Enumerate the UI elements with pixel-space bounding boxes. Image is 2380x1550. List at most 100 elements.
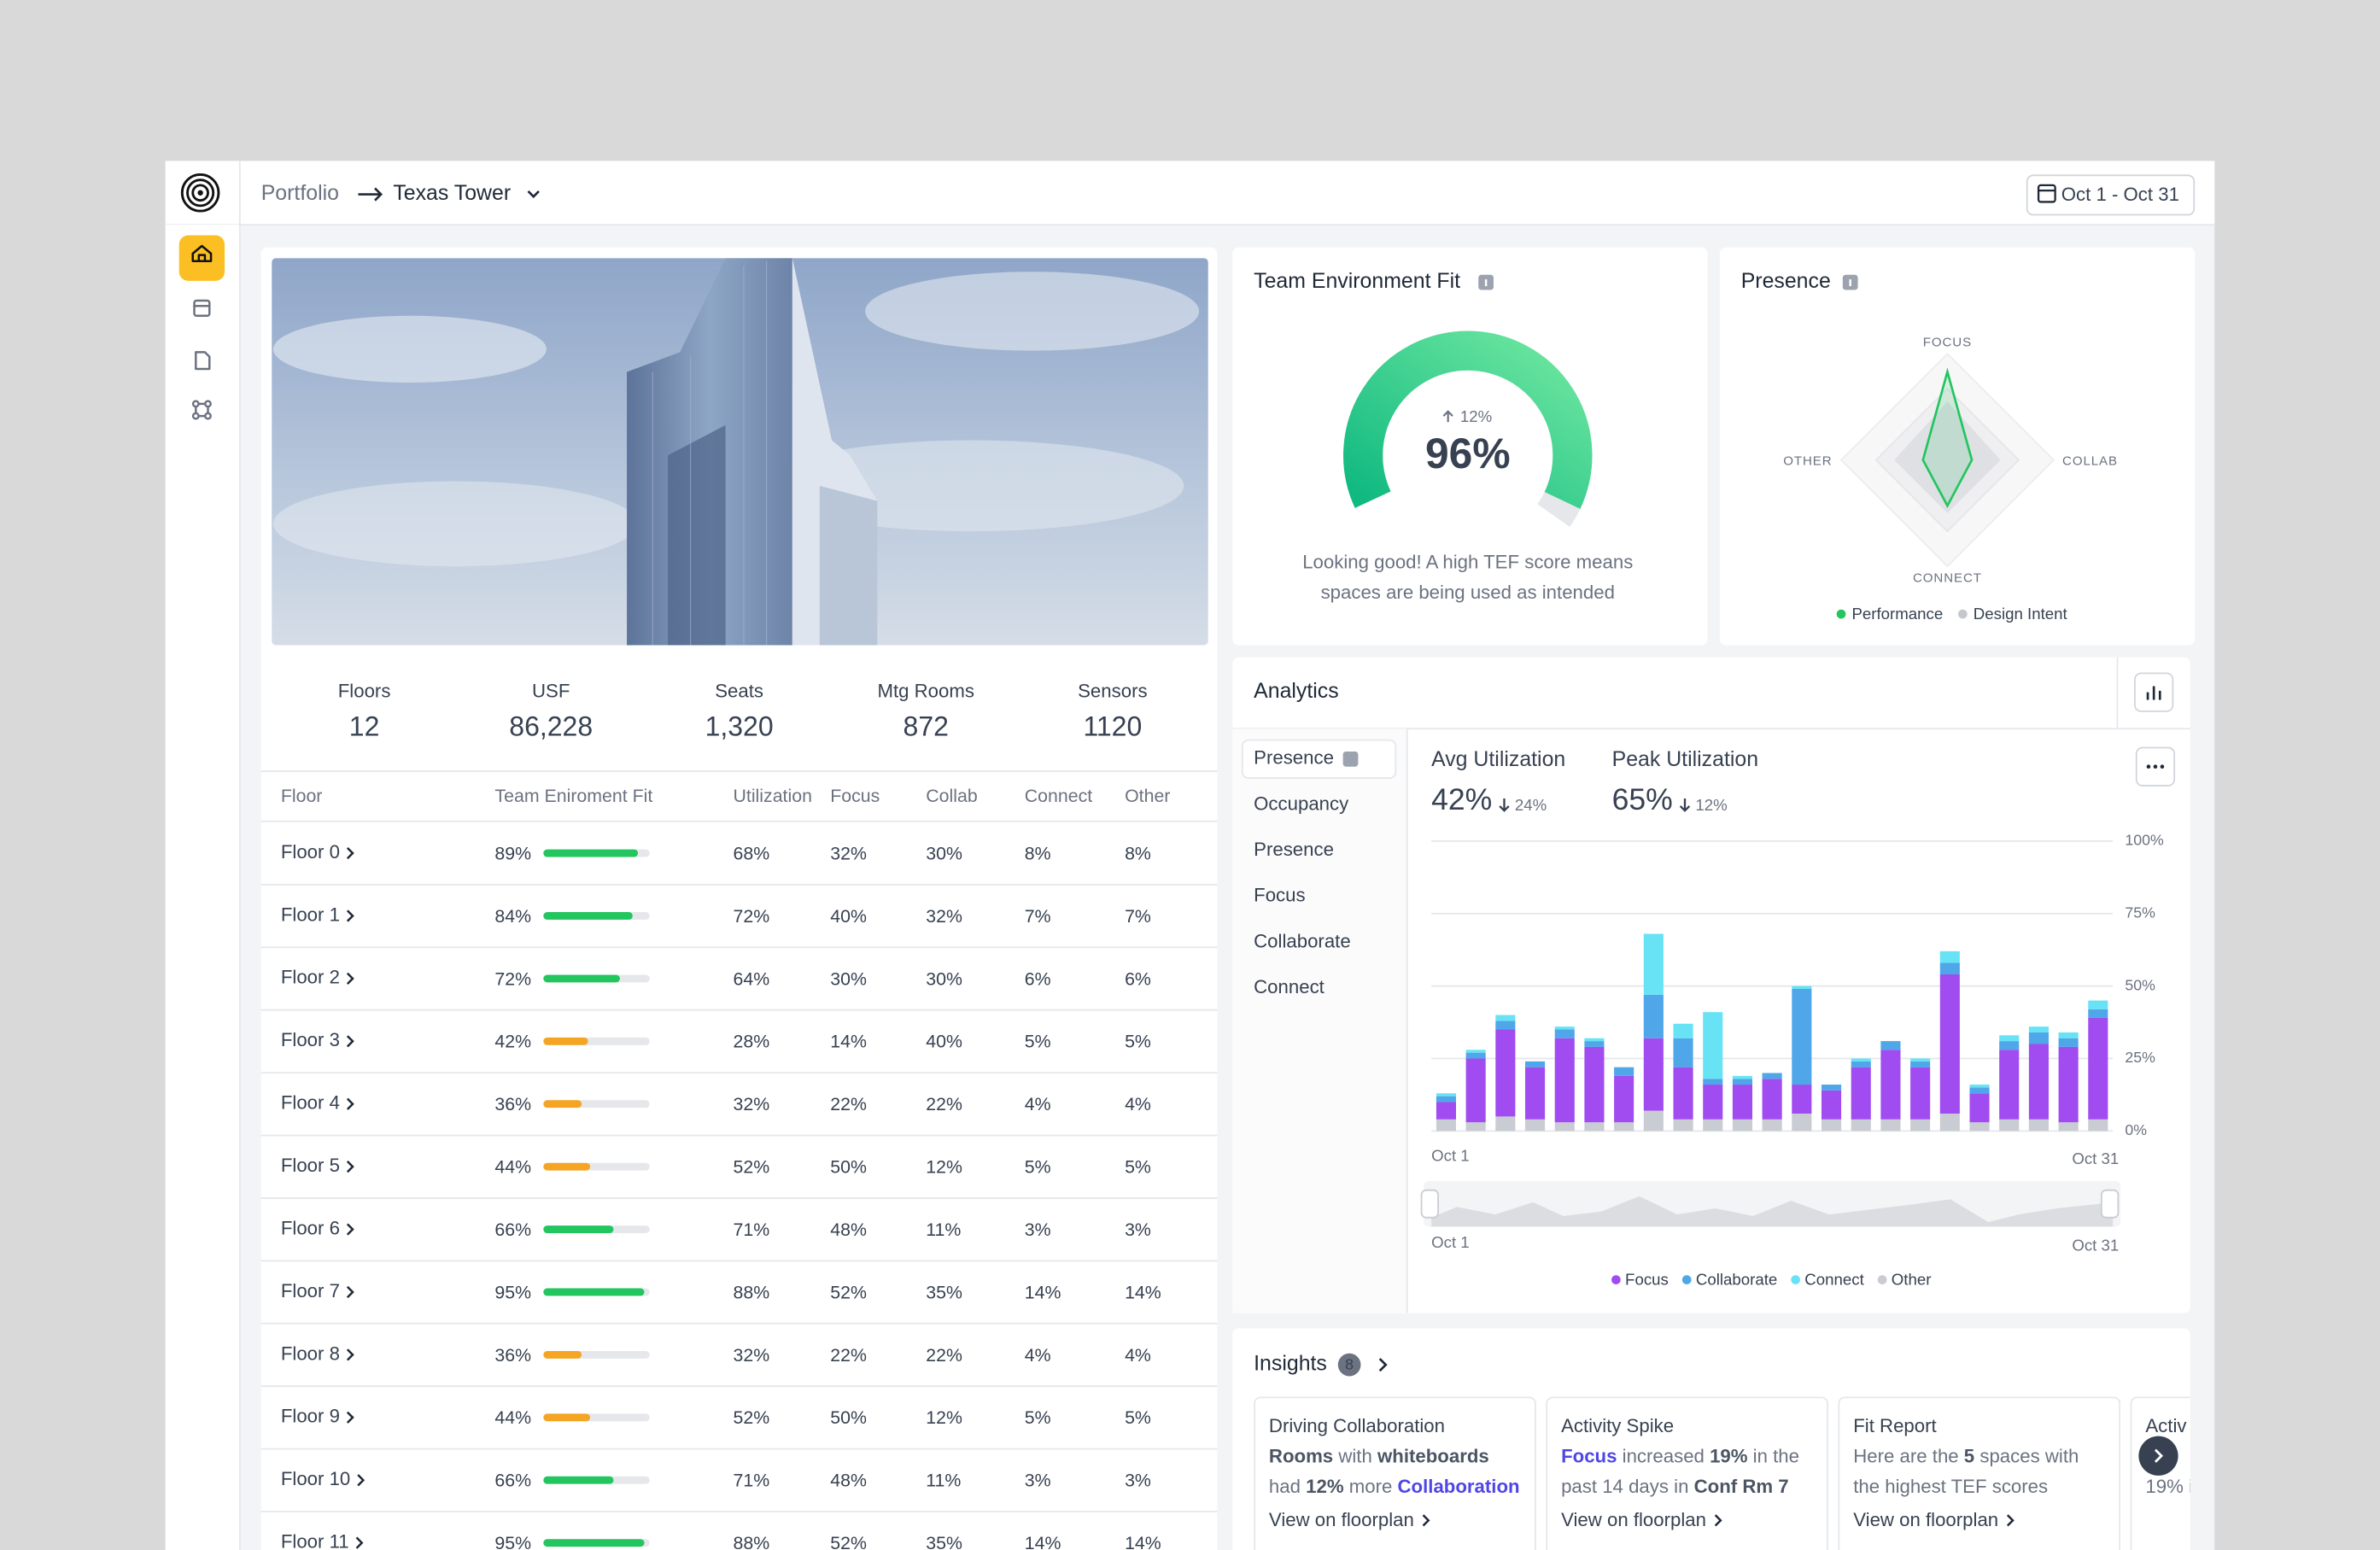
menu-item[interactable]: Presence bbox=[1254, 747, 1334, 769]
floor-link[interactable] bbox=[355, 1536, 364, 1549]
metric-label: Peak Utilization bbox=[1612, 747, 1758, 771]
insight-text: 19% i bbox=[2145, 1476, 2193, 1497]
bar-segment bbox=[1969, 1093, 1990, 1123]
cell: 30% bbox=[926, 843, 962, 863]
more-button[interactable] bbox=[2135, 746, 2176, 787]
bar-segment bbox=[1525, 1061, 1546, 1067]
nav-integrations[interactable] bbox=[191, 400, 212, 420]
floor-link[interactable] bbox=[346, 846, 354, 860]
date-picker[interactable]: Oct 1 - Oct 31 bbox=[2026, 174, 2196, 216]
floor-name[interactable]: Floor 10 bbox=[281, 1468, 350, 1489]
floor-name[interactable]: Floor 1 bbox=[281, 904, 340, 925]
floor-name[interactable]: Floor 3 bbox=[281, 1029, 340, 1050]
cell: 32% bbox=[830, 843, 867, 863]
cell: 4% bbox=[1025, 1345, 1051, 1366]
floor-link[interactable] bbox=[346, 1097, 354, 1110]
menu-item[interactable]: Connect bbox=[1254, 976, 1324, 997]
gauge-value bbox=[1343, 330, 1593, 509]
info-icon[interactable] bbox=[1478, 274, 1494, 290]
bar-segment bbox=[1939, 974, 1960, 1114]
cell: 8% bbox=[1125, 843, 1151, 863]
range-brush[interactable] bbox=[1420, 1181, 2121, 1227]
column-header[interactable]: Team Eniroment Fit bbox=[494, 786, 652, 806]
insight-text: past 14 days in Conf Rm 7 bbox=[1561, 1476, 1789, 1497]
text-run: 5 bbox=[1964, 1445, 1974, 1466]
floor-name[interactable]: Floor 5 bbox=[281, 1155, 340, 1176]
floor-link[interactable] bbox=[346, 1285, 354, 1299]
menu-item[interactable]: Focus bbox=[1254, 885, 1305, 906]
nav-calendar[interactable] bbox=[193, 299, 211, 317]
cell: 3% bbox=[1025, 1471, 1051, 1491]
floor-link[interactable] bbox=[346, 1411, 354, 1424]
text-run: in the bbox=[1748, 1445, 1799, 1466]
nav-home[interactable] bbox=[178, 235, 225, 281]
breadcrumb-current[interactable]: Texas Tower bbox=[393, 181, 511, 205]
nav-documents[interactable] bbox=[195, 351, 211, 371]
info-icon[interactable] bbox=[1842, 274, 1858, 290]
floor-link[interactable] bbox=[346, 910, 354, 922]
column-header[interactable]: Collab bbox=[926, 786, 977, 806]
date-range[interactable]: Oct 1 - Oct 31 bbox=[2061, 184, 2179, 205]
building-dropdown[interactable] bbox=[527, 190, 540, 199]
metric-label: Avg Utilization bbox=[1431, 747, 1565, 771]
floor-link[interactable] bbox=[346, 972, 354, 985]
floor-name[interactable]: Floor 9 bbox=[281, 1406, 340, 1427]
floor-name[interactable]: Floor 4 bbox=[281, 1092, 340, 1114]
floorplan-link[interactable]: View on floorplan bbox=[1561, 1509, 1706, 1530]
insight-card[interactable] bbox=[1254, 1396, 1536, 1550]
floor-name[interactable]: Floor 7 bbox=[281, 1280, 340, 1301]
column-header[interactable]: Floor bbox=[281, 786, 323, 806]
metric-change: 24% bbox=[1515, 796, 1547, 814]
floor-name[interactable]: Floor 11 bbox=[281, 1531, 349, 1550]
column-header[interactable]: Focus bbox=[830, 786, 880, 806]
column-header[interactable]: Other bbox=[1125, 786, 1170, 806]
insight-card[interactable] bbox=[1546, 1396, 1828, 1550]
floor-name[interactable]: Floor 0 bbox=[281, 841, 340, 863]
menu-item[interactable]: Occupancy bbox=[1254, 793, 1349, 814]
breadcrumb-parent[interactable]: Portfolio bbox=[261, 181, 339, 205]
menu-item[interactable]: Collaborate bbox=[1254, 930, 1351, 951]
insights-expand[interactable] bbox=[1378, 1358, 1388, 1372]
info-icon[interactable] bbox=[1342, 751, 1359, 767]
radar-area bbox=[1894, 401, 2001, 513]
cell: 30% bbox=[830, 968, 867, 989]
floor-link[interactable] bbox=[346, 1223, 354, 1236]
menu-item[interactable]: Presence bbox=[1254, 839, 1334, 860]
floor-name[interactable]: Floor 2 bbox=[281, 967, 340, 988]
cell: 40% bbox=[830, 906, 867, 927]
floorplan-link-icon[interactable] bbox=[2006, 1514, 2015, 1527]
floorplan-link[interactable]: View on floorplan bbox=[1853, 1509, 1998, 1530]
floorplan-link[interactable]: View on floorplan bbox=[1269, 1509, 1414, 1530]
text-run: whiteboards bbox=[1377, 1445, 1489, 1466]
bar-segment bbox=[2058, 1046, 2079, 1123]
bar-segment bbox=[1584, 1038, 1605, 1042]
floor-link[interactable] bbox=[346, 1161, 354, 1173]
insight-card[interactable] bbox=[1838, 1396, 2121, 1550]
bar-segment bbox=[1732, 1079, 1752, 1085]
fit-label: 36% bbox=[494, 1345, 531, 1366]
floor-link[interactable] bbox=[346, 1348, 354, 1361]
floor-name[interactable]: Floor 6 bbox=[281, 1217, 340, 1238]
column-header[interactable]: Connect bbox=[1025, 786, 1093, 806]
cell: 35% bbox=[926, 1282, 962, 1302]
legend-label: Performance bbox=[1851, 605, 1943, 623]
carousel-next[interactable] bbox=[2138, 1436, 2178, 1476]
stat-value: 86,228 bbox=[509, 711, 593, 742]
cell: 4% bbox=[1125, 1094, 1151, 1114]
bar-segment bbox=[2088, 1009, 2108, 1018]
floorplan-link-icon[interactable] bbox=[1714, 1514, 1722, 1527]
floor-link[interactable] bbox=[346, 1035, 354, 1048]
floor-name[interactable]: Floor 8 bbox=[281, 1342, 340, 1364]
logo[interactable] bbox=[180, 173, 220, 213]
analytics-menu bbox=[1232, 728, 1407, 1313]
cell: 11% bbox=[926, 1220, 961, 1240]
cell: 52% bbox=[733, 1157, 769, 1178]
bar-segment bbox=[1643, 933, 1664, 995]
text-run: Collaboration bbox=[1398, 1476, 1520, 1497]
chart-type-button[interactable] bbox=[2134, 672, 2174, 712]
floor-link[interactable] bbox=[357, 1474, 365, 1487]
fit-label: 66% bbox=[494, 1220, 531, 1240]
bar-segment bbox=[2058, 1122, 2079, 1132]
column-header[interactable]: Utilization bbox=[733, 786, 811, 806]
floorplan-link-icon[interactable] bbox=[1422, 1514, 1430, 1527]
